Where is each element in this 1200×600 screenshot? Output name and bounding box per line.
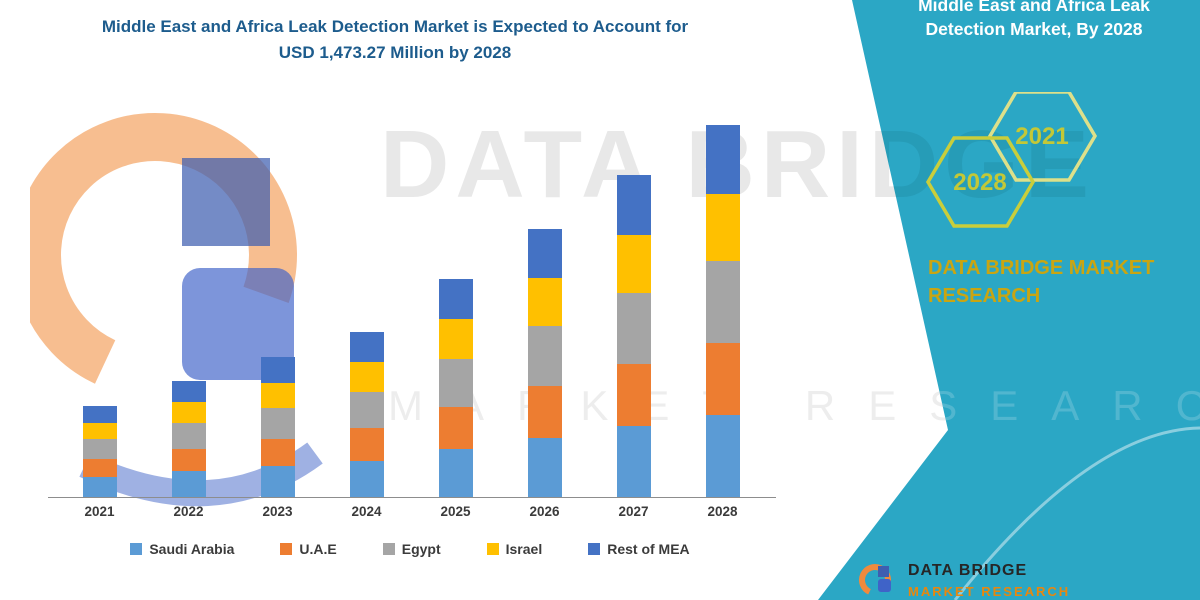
legend-swatch [130, 543, 143, 555]
chart-legend: Saudi Arabia U.A.E Egypt Israel Rest of MEA [45, 541, 775, 557]
segment-egypt-2021 [82, 438, 117, 460]
x-axis-labels: 2021 2022 2023 2024 2025 2026 2027 2028 [55, 504, 767, 519]
segment-israel-2025 [438, 319, 473, 359]
segment-u-a-e-2021 [82, 459, 117, 477]
segment-rest-of-mea-2024 [349, 331, 384, 363]
segment-israel-2021 [82, 422, 117, 439]
segment-saudi-arabia-2022 [171, 471, 206, 497]
segment-u-a-e-2025 [438, 406, 473, 449]
bar-2026 [500, 228, 589, 497]
segment-israel-2024 [349, 362, 384, 392]
panel-brand-line1: DATA BRIDGE MARKET [928, 257, 1155, 279]
year-hexagons: 2028 2021 [925, 92, 1098, 228]
legend-item-egypt: Egypt [382, 541, 441, 557]
hex-year-2028: 2028 [953, 169, 1006, 196]
bar-2025 [411, 278, 500, 497]
panel-title-line1: Middle East and Africa Leak [918, 0, 1150, 15]
segment-rest-of-mea-2028 [705, 124, 740, 194]
hex-year-2021: 2021 [1015, 123, 1068, 150]
segment-egypt-2025 [438, 358, 473, 407]
legend-item-saudi-arabia: Saudi Arabia [130, 541, 234, 557]
segment-egypt-2026 [527, 326, 562, 386]
segment-egypt-2027 [616, 292, 651, 364]
panel-title: Middle East and Africa Leak Detection Ma… [878, 0, 1190, 41]
legend-swatch [382, 543, 395, 555]
footer-logo: DATA BRIDGE MARKET RESEARCH [858, 556, 1070, 600]
footer-text-block: DATA BRIDGE MARKET RESEARCH [908, 556, 1070, 599]
x-label-2024: 2024 [351, 504, 382, 519]
segment-saudi-arabia-2027 [616, 426, 651, 497]
segment-u-a-e-2026 [527, 385, 562, 438]
legend-item-u-a-e: U.A.E [280, 541, 337, 557]
segment-saudi-arabia-2021 [82, 476, 117, 497]
hexagon-2028 [925, 136, 1036, 228]
panel-title-line2: Detection Market, By 2028 [925, 19, 1143, 39]
chart-title: Middle East and Africa Leak Detection Ma… [10, 14, 780, 66]
x-label-2025: 2025 [440, 504, 471, 519]
x-label-2026: 2026 [529, 504, 560, 519]
x-label-2022: 2022 [173, 504, 204, 519]
segment-saudi-arabia-2025 [438, 449, 473, 497]
x-label-2021: 2021 [84, 504, 115, 519]
x-label-2028: 2028 [707, 504, 738, 519]
footer-brand-sub: MARKET RESEARCH [908, 584, 1071, 599]
legend-swatch [280, 543, 293, 555]
segment-rest-of-mea-2025 [438, 278, 473, 320]
segment-saudi-arabia-2028 [705, 415, 740, 497]
footer-brand-name: DATA BRIDGE [908, 562, 1028, 579]
segment-rest-of-mea-2023 [260, 357, 295, 383]
legend-label: Rest of MEA [607, 541, 690, 557]
bar-2027 [589, 175, 678, 497]
bar-2023 [233, 357, 322, 497]
segment-u-a-e-2023 [260, 438, 295, 467]
bar-2021 [55, 405, 144, 497]
segment-egypt-2023 [260, 408, 295, 439]
legend-label: U.A.E [299, 541, 337, 557]
segment-rest-of-mea-2027 [616, 175, 651, 236]
segment-saudi-arabia-2023 [260, 466, 295, 497]
legend-swatch [486, 543, 499, 555]
segment-saudi-arabia-2026 [527, 437, 562, 497]
footer-databridge-mark [859, 564, 891, 596]
legend-label: Egypt [401, 541, 441, 557]
chart-title-line1: Middle East and Africa Leak Detection Ma… [101, 17, 689, 36]
bar-2028 [678, 124, 767, 497]
segment-israel-2027 [616, 235, 651, 293]
legend-item-israel: Israel [486, 541, 543, 557]
stacked-bar-chart [55, 118, 767, 497]
x-label-2027: 2027 [618, 504, 649, 519]
segment-egypt-2022 [171, 423, 206, 449]
segment-saudi-arabia-2024 [349, 460, 384, 497]
segment-israel-2023 [260, 382, 295, 409]
segment-israel-2026 [527, 278, 562, 327]
legend-label: Israel [505, 541, 543, 557]
segment-u-a-e-2028 [705, 342, 740, 416]
panel-brand-text: DATA BRIDGE MARKET RESEARCH [928, 254, 1154, 310]
segment-u-a-e-2027 [616, 363, 651, 427]
segment-israel-2028 [705, 193, 740, 261]
segment-rest-of-mea-2026 [527, 228, 562, 279]
panel-brand-line2: RESEARCH [928, 285, 1041, 307]
chart-title-line2: USD 1,473.27 Million by 2028 [278, 43, 512, 62]
bar-2024 [322, 331, 411, 497]
x-label-2023: 2023 [262, 504, 293, 519]
segment-rest-of-mea-2022 [171, 380, 206, 403]
segment-rest-of-mea-2021 [82, 405, 117, 423]
x-axis-line [48, 497, 776, 498]
legend-swatch [588, 543, 601, 555]
segment-egypt-2024 [349, 391, 384, 429]
legend-item-rest-of-mea: Rest of MEA [588, 541, 690, 557]
segment-u-a-e-2022 [171, 448, 206, 472]
segment-israel-2022 [171, 402, 206, 424]
legend-label: Saudi Arabia [149, 541, 235, 557]
bar-2022 [144, 380, 233, 497]
segment-u-a-e-2024 [349, 428, 384, 461]
hexagon-2021 [987, 92, 1098, 182]
segment-egypt-2028 [705, 260, 740, 343]
